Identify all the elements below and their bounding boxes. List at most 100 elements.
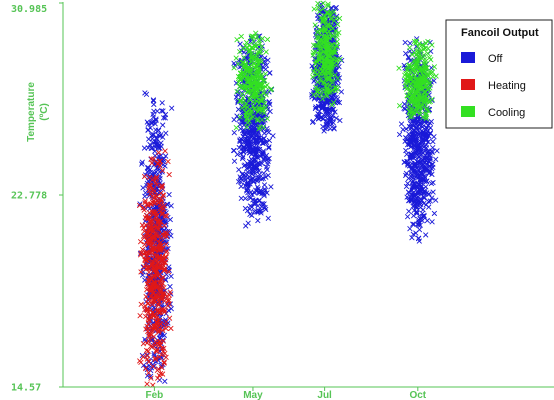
data-point — [245, 161, 252, 167]
data-point — [162, 163, 168, 169]
data-point — [259, 36, 265, 42]
data-point — [332, 85, 338, 91]
data-point — [160, 122, 166, 128]
data-point — [318, 71, 324, 77]
data-point — [142, 193, 148, 199]
data-point — [158, 183, 165, 189]
data-point — [430, 161, 436, 167]
data-point — [140, 246, 146, 252]
data-point — [429, 149, 435, 155]
legend-entries: Off Heating Cooling — [461, 52, 526, 119]
data-point — [413, 174, 419, 180]
data-point — [318, 91, 325, 97]
data-point — [157, 133, 163, 139]
data-point — [422, 56, 428, 62]
data-point — [166, 172, 172, 178]
data-point — [242, 183, 249, 189]
legend-label: Off — [488, 53, 503, 65]
data-point — [403, 50, 409, 57]
data-point — [236, 145, 242, 151]
data-point — [145, 278, 151, 284]
data-point — [138, 359, 144, 365]
data-point — [310, 74, 316, 80]
data-point — [236, 167, 242, 173]
data-point — [147, 311, 153, 317]
data-point — [335, 75, 341, 81]
data-point — [239, 91, 245, 97]
y-tick-label: 22.778 — [11, 190, 47, 201]
data-point — [396, 65, 402, 71]
data-point — [157, 173, 163, 179]
data-point — [160, 254, 166, 260]
data-point — [320, 16, 327, 23]
data-point — [140, 185, 146, 191]
data-point — [398, 121, 405, 127]
data-point — [246, 77, 253, 83]
data-point — [419, 210, 425, 217]
data-point — [421, 191, 427, 197]
data-point — [241, 64, 247, 70]
y-axis-unit: (ºC) — [39, 103, 50, 121]
data-point — [157, 255, 163, 261]
data-point — [410, 130, 416, 137]
data-point — [154, 267, 160, 273]
data-point — [332, 49, 338, 55]
data-point — [152, 284, 158, 290]
data-point — [242, 61, 248, 67]
data-point — [331, 46, 337, 53]
data-point — [156, 150, 162, 156]
data-point — [312, 65, 319, 71]
data-point — [244, 115, 250, 121]
data-point — [235, 61, 241, 67]
data-point — [151, 101, 157, 107]
data-point — [397, 103, 403, 109]
data-point — [162, 148, 168, 154]
data-point — [266, 145, 272, 151]
data-point — [408, 121, 414, 127]
data-point — [431, 64, 437, 70]
data-point — [427, 125, 434, 131]
data-point — [155, 258, 161, 264]
data-point — [144, 347, 150, 353]
data-point — [153, 176, 159, 182]
data-point — [169, 105, 175, 111]
data-point — [410, 221, 416, 227]
data-point — [255, 117, 261, 124]
data-point — [423, 138, 429, 144]
data-point — [334, 86, 340, 92]
data-point — [267, 70, 273, 76]
data-point — [320, 0, 326, 6]
data-point — [411, 213, 417, 219]
data-point — [263, 84, 269, 90]
data-point — [322, 112, 328, 119]
y-tick-label: 30.985 — [11, 4, 47, 15]
data-point — [415, 43, 421, 50]
data-point — [166, 192, 172, 198]
data-point — [138, 301, 144, 307]
data-point — [419, 132, 426, 138]
data-point — [141, 145, 148, 151]
data-point — [249, 88, 256, 94]
data-point — [154, 289, 161, 296]
data-point — [425, 50, 431, 56]
data-point — [254, 209, 260, 215]
data-point — [159, 167, 166, 174]
data-point — [434, 148, 440, 154]
data-point — [248, 34, 254, 40]
data-point — [237, 98, 243, 104]
data-point — [332, 72, 338, 78]
data-point — [254, 69, 260, 75]
data-point — [255, 160, 261, 166]
data-point — [153, 236, 159, 242]
data-point — [154, 139, 160, 145]
data-point — [406, 139, 412, 145]
data-point — [152, 170, 158, 176]
data-point — [247, 132, 253, 138]
data-point — [423, 152, 429, 158]
data-point — [247, 203, 253, 209]
data-point — [260, 202, 266, 208]
data-point — [137, 201, 143, 207]
data-point — [150, 259, 156, 265]
data-point — [413, 230, 419, 236]
data-point — [142, 303, 148, 309]
